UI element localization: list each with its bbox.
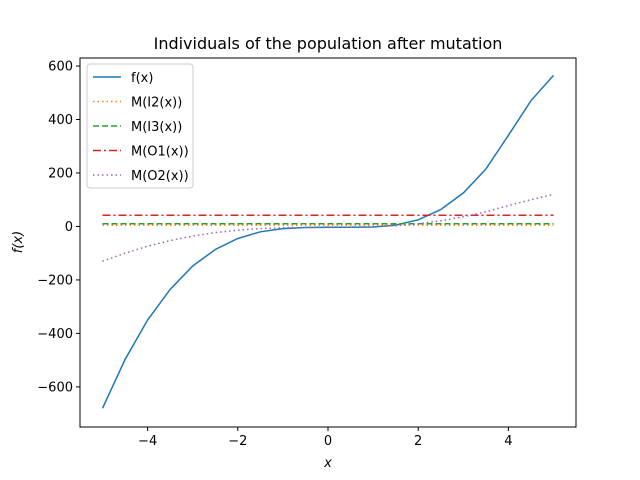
x-tick-label: 2 [414, 434, 422, 449]
y-tick-label: −600 [37, 380, 73, 395]
y-tick-label: 600 [48, 60, 73, 75]
x-tick-label: 4 [504, 434, 512, 449]
x-tick-label: 0 [324, 434, 332, 449]
x-tick-label: −4 [138, 434, 157, 449]
legend-label: M(I3(x)) [131, 120, 182, 135]
y-tick-label: 0 [65, 220, 73, 235]
y-tick-label: −200 [37, 273, 73, 288]
x-axis-ticks: −4 −2 0 2 4 [138, 427, 513, 449]
chart-title: Individuals of the population after muta… [154, 34, 503, 53]
x-tick-label: −2 [228, 434, 247, 449]
legend-label: M(O2(x)) [131, 169, 189, 184]
y-tick-label: 400 [48, 113, 73, 128]
y-axis-label: f(x) [11, 231, 26, 253]
plot-lines [101, 74, 555, 409]
legend-box [86, 63, 194, 189]
y-tick-label: −400 [37, 327, 73, 342]
series-line-4 [102, 193, 554, 262]
plot-frame [79, 57, 577, 428]
y-axis-ticks: −600 −400 −200 0 200 400 600 [37, 60, 80, 395]
x-axis-label: x [323, 456, 332, 471]
legend-label: f(x) [131, 71, 153, 86]
legend-label: M(O1(x)) [131, 145, 189, 160]
legend-label: M(I2(x)) [131, 96, 182, 111]
legend: f(x) M(I2(x)) M(I3(x)) M(O1(x)) M(O2(x)) [86, 63, 194, 189]
y-tick-label: 200 [48, 166, 73, 181]
